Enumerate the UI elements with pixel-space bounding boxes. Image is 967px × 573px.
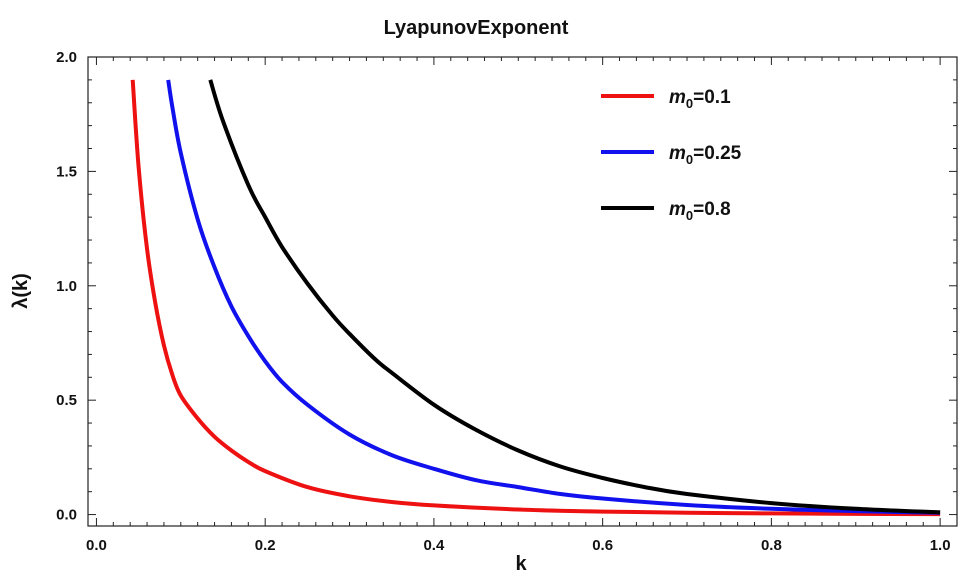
- x-tick-label: 0.4: [423, 537, 445, 554]
- chart-title: LyapunovExponent: [384, 17, 569, 39]
- legend-base: m: [669, 87, 686, 108]
- x-axis-label: k: [515, 553, 527, 573]
- x-tick-label: 0.8: [761, 537, 782, 554]
- legend-subscript: 0: [686, 208, 693, 223]
- legend-subscript: 0: [686, 96, 693, 111]
- series-lines: [130, 79, 941, 517]
- legend-base: m: [669, 143, 686, 164]
- legend-value: =0.8: [693, 199, 731, 220]
- series-line-2: [208, 79, 941, 515]
- y-tick-label: 2.0: [56, 49, 77, 66]
- y-tick-label: 0.0: [56, 507, 77, 524]
- series-line-0: [130, 79, 941, 517]
- legend-value: =0.1: [693, 87, 731, 108]
- x-tick-label: 0.6: [592, 537, 613, 554]
- y-tick-label: 0.5: [56, 392, 77, 409]
- x-tick-label: 0.2: [255, 537, 276, 554]
- y-tick-label: 1.5: [56, 163, 77, 180]
- y-axis-label: λ(k): [10, 273, 32, 309]
- tick-labels: 0.0 0.2 0.4 0.6 0.8 1.0 0.0 0.5 1.0 1.5 2.0: [56, 49, 950, 554]
- legend-base: m: [669, 199, 686, 220]
- series-line-1: [166, 79, 941, 515]
- axis-ticks: [88, 56, 957, 526]
- x-tick-label: 0.0: [86, 537, 107, 554]
- legend-label-2: m0=0.8: [669, 199, 731, 223]
- legend-value: =0.25: [693, 143, 742, 164]
- y-tick-label: 1.0: [56, 278, 77, 295]
- legend-label-1: m0=0.25: [669, 143, 742, 167]
- legend-label-0: m0=0.1: [669, 87, 731, 111]
- x-tick-label: 1.0: [930, 537, 951, 554]
- legend-subscript: 0: [686, 152, 693, 167]
- plot-frame: [87, 56, 958, 527]
